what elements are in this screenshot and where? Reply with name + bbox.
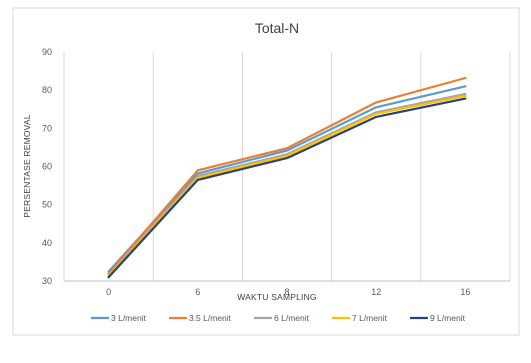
- series-line-3-5-l-menit: [107, 76, 467, 275]
- y-tick-label: 80: [42, 85, 52, 95]
- y-tick-label: 40: [42, 238, 52, 248]
- y-tick-label: 50: [42, 200, 52, 210]
- y-tick-label: 70: [42, 123, 52, 133]
- series-lines: [107, 76, 467, 279]
- x-tick-label: 6: [195, 287, 200, 297]
- chart-area-border: [12, 7, 520, 336]
- series-line-9-l-menit: [107, 97, 467, 279]
- legend-label: 6 L/menit: [274, 313, 310, 323]
- chart-title: Total-N: [255, 20, 299, 36]
- legend-label: 7 L/menit: [352, 313, 388, 323]
- legend: 3 L/menit 3.5 L/menit 6 L/menit 7 L/menit 9 …: [91, 313, 466, 323]
- y-axis-label: PERSENTASE REMOVAL: [22, 114, 32, 217]
- x-axis-ticks: 0 6 8 12 16: [106, 287, 470, 297]
- y-axis-ticks: 30 40 50 60 70 80 90: [42, 47, 52, 286]
- x-tick-label: 12: [371, 287, 381, 297]
- y-tick-label: 30: [42, 276, 52, 286]
- x-tick-label: 8: [284, 287, 289, 297]
- legend-label: 3 L/menit: [111, 313, 147, 323]
- legend-label: 3.5 L/menit: [189, 313, 232, 323]
- x-axis-label: WAKTU SAMPLING: [237, 292, 316, 302]
- y-tick-label: 60: [42, 162, 52, 172]
- x-tick-label: 16: [460, 287, 470, 297]
- legend-label: 9 L/menit: [430, 313, 466, 323]
- y-tick-label: 90: [42, 47, 52, 57]
- x-tick-label: 0: [106, 287, 111, 297]
